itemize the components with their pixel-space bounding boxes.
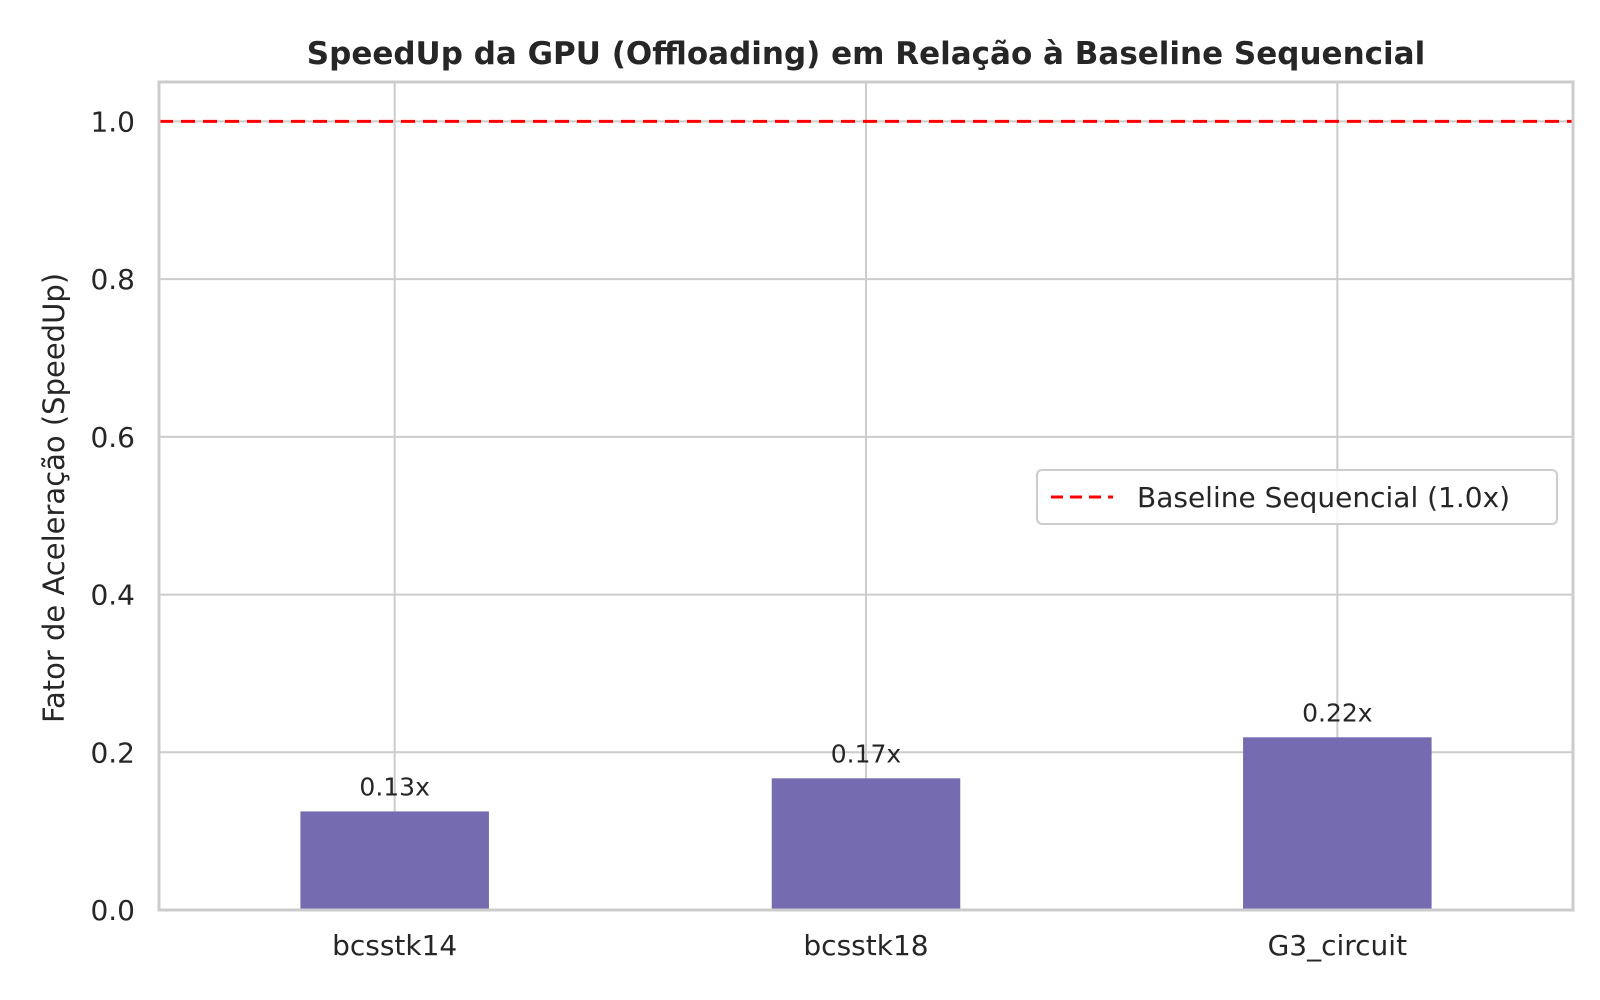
y-tick-label: 1.0 (90, 105, 135, 138)
legend: Baseline Sequencial (1.0x) (1036, 469, 1558, 525)
plot-frame (157, 80, 1575, 912)
bar (300, 811, 489, 910)
y-tick-label: 0.4 (90, 579, 135, 612)
bar-value-label: 0.17x (831, 739, 901, 768)
bar (1243, 737, 1432, 910)
y-tick-label: 0.0 (90, 894, 135, 927)
bars (300, 737, 1432, 910)
y-axis-label: Fator de Aceleração (SpeedUp) (37, 273, 71, 723)
chart-title: SpeedUp da GPU (Offloading) em Relação à… (307, 36, 1425, 72)
y-tick-label: 0.8 (90, 263, 135, 296)
bar-value-label: 0.22x (1302, 698, 1372, 727)
y-tick-label: 0.6 (90, 421, 135, 454)
bar-value-label: 0.13x (359, 772, 429, 801)
x-tick-label: bcsstk18 (803, 929, 928, 962)
legend-label: Baseline Sequencial (1.0x) (1137, 481, 1510, 514)
legend-box (1036, 469, 1558, 525)
x-tick-label: G3_circuit (1268, 929, 1408, 962)
data-labels: 0.13x 0.17x 0.22x (359, 698, 1372, 801)
x-tick-label: bcsstk14 (332, 929, 457, 962)
tick-labels: 0.0 0.2 0.4 0.6 0.8 1.0 bcsstk14 bcsstk18 G3_cir… (90, 105, 1407, 962)
y-tick-label: 0.2 (90, 736, 135, 769)
bar (771, 778, 961, 910)
